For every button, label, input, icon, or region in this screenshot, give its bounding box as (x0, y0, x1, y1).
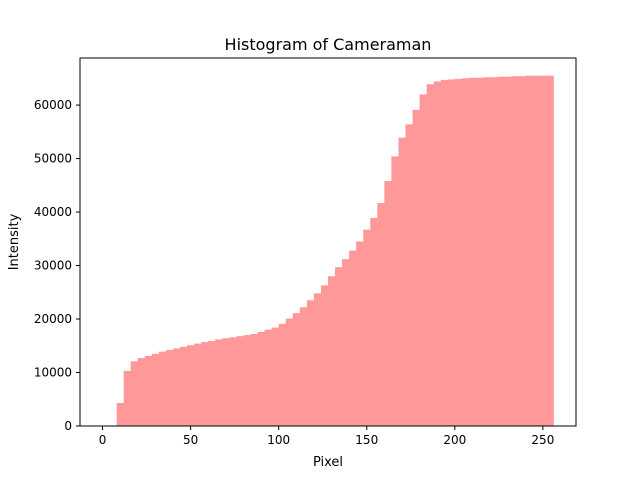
histogram-bar (180, 346, 188, 426)
x-tick-label: 0 (99, 433, 107, 447)
histogram-bar (504, 76, 512, 426)
y-tick-label: 50000 (34, 152, 72, 166)
histogram-bar (398, 137, 406, 426)
histogram-bars (116, 75, 554, 427)
histogram-bar (194, 343, 202, 426)
histogram-bar (215, 339, 223, 426)
histogram-bar (222, 338, 230, 426)
histogram-bar (454, 78, 463, 426)
histogram-bar (440, 79, 449, 426)
histogram-bar (370, 217, 378, 426)
histogram-bar (243, 335, 251, 426)
plot-frame (79, 57, 577, 427)
histogram-bar (490, 77, 498, 427)
histogram-bar (356, 241, 364, 426)
histogram-bar (137, 358, 146, 426)
x-axis-label: Pixel (313, 455, 343, 470)
x-tick-label: 250 (531, 433, 554, 447)
histogram-bar (229, 337, 237, 426)
histogram-bar (342, 259, 350, 426)
y-tick-label: 30000 (34, 259, 72, 273)
histogram-bar (306, 300, 315, 426)
histogram-bar (278, 323, 287, 426)
y-axis-label: Intensity (7, 213, 22, 270)
histogram-bar (391, 156, 399, 426)
histogram-bar (116, 403, 125, 426)
histogram-bar (468, 77, 477, 426)
chart-title: Histogram of Cameraman (225, 35, 432, 54)
histogram-bar (313, 293, 322, 426)
histogram-bar (328, 276, 336, 426)
histogram-bar (412, 109, 420, 426)
histogram-bar (363, 229, 371, 426)
histogram-bar (532, 75, 540, 427)
histogram-bar (165, 350, 174, 426)
histogram-bar (335, 267, 343, 426)
histogram-bar (158, 351, 167, 426)
histogram-bar (144, 355, 153, 426)
y-tick-label: 20000 (34, 312, 72, 326)
histogram-bar (173, 348, 181, 426)
histogram-bar (546, 75, 554, 427)
histogram-bar (475, 77, 484, 426)
y-axis-ticks: 0 10000 20000 30000 40000 50000 60000 (34, 98, 80, 433)
x-tick-label: 200 (443, 433, 466, 447)
y-tick-label: 0 (64, 419, 72, 433)
histogram-bar (151, 353, 160, 426)
histogram-bar (292, 313, 301, 426)
histogram-bar (433, 81, 442, 426)
histogram-bar (250, 334, 258, 426)
y-tick-label: 40000 (34, 205, 72, 219)
histogram-bar (511, 76, 519, 427)
histogram-bar (130, 361, 139, 426)
histogram-bar (349, 250, 357, 426)
histogram-bar (483, 77, 491, 427)
y-tick-label: 10000 (34, 366, 72, 380)
x-tick-label: 100 (267, 433, 290, 447)
histogram-bar (123, 370, 132, 426)
histogram-bar (377, 202, 385, 426)
histogram-bar (208, 340, 216, 426)
histogram-bar (384, 181, 392, 426)
histogram-bar (405, 124, 413, 426)
histogram-bar (264, 329, 273, 426)
histogram-bar (271, 327, 280, 426)
histogram-bar (497, 76, 505, 426)
histogram-bar (539, 75, 547, 427)
histogram-bar (285, 318, 294, 426)
histogram-bar (426, 84, 435, 427)
histogram-bar (236, 336, 244, 426)
x-axis-ticks: 0 50 100 150 200 250 (99, 426, 554, 447)
histogram-bar (419, 94, 428, 426)
histogram-bar (447, 79, 456, 426)
histogram-bar (187, 345, 195, 426)
histogram-bar (525, 75, 533, 427)
histogram-bar (201, 342, 209, 426)
x-tick-label: 150 (355, 433, 378, 447)
x-tick-label: 50 (183, 433, 198, 447)
histogram-bar (299, 307, 308, 426)
histogram-bar (518, 76, 526, 427)
y-tick-label: 60000 (34, 98, 72, 112)
histogram-bar (257, 331, 265, 426)
histogram-bar (320, 285, 329, 426)
histogram-bar (461, 78, 470, 426)
